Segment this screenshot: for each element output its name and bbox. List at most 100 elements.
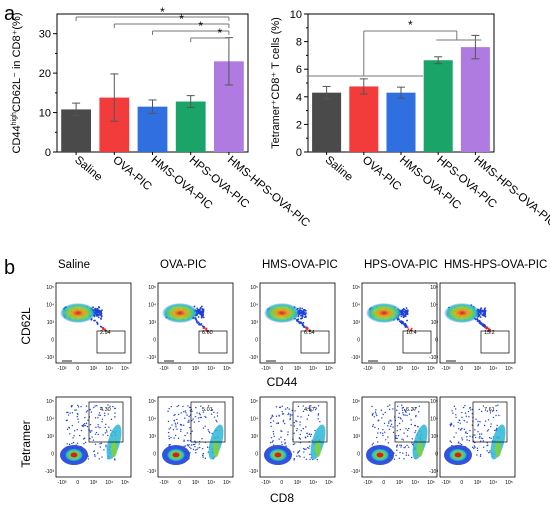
facs-dot bbox=[486, 410, 488, 412]
facs-dot bbox=[455, 432, 457, 434]
facs-y-tick: 10⁵ bbox=[352, 285, 360, 291]
facs-dot bbox=[317, 414, 320, 416]
facs-density-core bbox=[454, 452, 462, 458]
y-label-part: ⁻ in CD8⁺(%) bbox=[11, 12, 23, 77]
facs-dot bbox=[208, 432, 211, 434]
facs-x-tick: 10⁵ bbox=[121, 480, 129, 486]
facs-dot bbox=[285, 445, 287, 447]
facs-dot bbox=[96, 405, 98, 407]
facs-dot bbox=[215, 419, 217, 422]
facs-dot bbox=[200, 405, 202, 407]
facs-dot bbox=[171, 424, 173, 426]
facs-dot bbox=[66, 419, 68, 421]
facs-dot bbox=[101, 421, 103, 423]
facs-dot bbox=[459, 429, 462, 431]
facs-dot bbox=[100, 312, 103, 315]
facs-dot bbox=[309, 445, 311, 447]
facs-dot bbox=[470, 409, 472, 411]
facs-x-tick: 10⁴ bbox=[489, 480, 497, 486]
facs-dot bbox=[303, 326, 306, 328]
facs-dot bbox=[480, 453, 482, 456]
facs-dot bbox=[281, 413, 284, 415]
bar-hps-ova-pic bbox=[175, 101, 206, 152]
facs-y-tick: 0 bbox=[255, 338, 258, 344]
facs-dot bbox=[107, 434, 109, 437]
facs-dot bbox=[101, 327, 104, 330]
facs-dot bbox=[73, 435, 75, 437]
facs-dot bbox=[105, 429, 108, 431]
y-tick-label: 10 bbox=[39, 108, 51, 120]
facs-dot bbox=[469, 406, 471, 409]
facs-dot bbox=[97, 426, 99, 428]
facs-dot bbox=[93, 454, 96, 456]
gate-value: 7.61 bbox=[484, 407, 495, 413]
facs-panel: 10⁵ 10⁴ 10³ 0 -10³ -10³ 0 10³ 10⁴ 10⁵ 5.01 bbox=[147, 396, 234, 486]
bar-saline bbox=[312, 92, 342, 152]
facs-dot bbox=[188, 415, 190, 418]
facs-panel: 10⁵ 10⁴ 10³ 0 -10³ -10³ 0 10³ 10⁴ 10⁵ 6.27 bbox=[351, 396, 438, 486]
facs-dot bbox=[375, 413, 377, 415]
facs-dot bbox=[308, 447, 310, 450]
facs-dot bbox=[410, 419, 412, 421]
facs-dot bbox=[300, 317, 303, 320]
facs-dot bbox=[462, 406, 465, 409]
facs-dot bbox=[202, 456, 204, 458]
facs-dot bbox=[173, 437, 175, 439]
facs-dot bbox=[477, 431, 479, 433]
facs-dot bbox=[481, 437, 484, 440]
facs-dot bbox=[404, 326, 407, 328]
y-tick-label: 4 bbox=[296, 92, 302, 104]
facs-dot bbox=[97, 310, 99, 313]
facs-dot bbox=[401, 420, 404, 422]
bar-hms-hps-ova-pic bbox=[460, 47, 490, 153]
facs-dot bbox=[169, 427, 172, 429]
facs-dot bbox=[396, 409, 398, 411]
facs-dot bbox=[184, 445, 187, 447]
facs-cd8-core bbox=[495, 441, 501, 457]
facs-frame bbox=[439, 396, 516, 478]
facs-dot bbox=[200, 416, 202, 419]
facs-density-core bbox=[172, 452, 180, 458]
facs-dot bbox=[100, 406, 102, 409]
facs-dot bbox=[98, 306, 101, 309]
facs-dot bbox=[175, 424, 177, 426]
facs-dot bbox=[89, 408, 91, 411]
facs-dot bbox=[86, 425, 89, 428]
facs-dot bbox=[270, 417, 272, 420]
facs-dot bbox=[300, 430, 302, 432]
facs-x-tick: -10³ bbox=[364, 366, 373, 372]
facs-dot bbox=[168, 435, 170, 438]
facs-dot bbox=[76, 429, 78, 431]
facs-dot bbox=[486, 430, 489, 432]
facs-dot bbox=[195, 442, 197, 444]
facs-x-tick: 0 bbox=[76, 366, 79, 372]
facs-dot bbox=[382, 413, 384, 416]
facs-dot bbox=[459, 422, 461, 424]
facs-dot bbox=[293, 443, 296, 445]
facs-dot bbox=[290, 424, 292, 426]
facs-dot bbox=[77, 406, 80, 408]
facs-dot bbox=[453, 405, 456, 408]
facs-dot bbox=[297, 415, 299, 418]
facs-panel: 10⁵ 10⁴ 10³ 0 -10³ -10³ 0 10³ 10⁴ 10⁵ 4.30 bbox=[45, 396, 132, 486]
facs-dot bbox=[395, 435, 397, 437]
facs-dot bbox=[473, 445, 476, 447]
facs-y-tick: 10⁵ bbox=[46, 399, 54, 405]
facs-dot bbox=[487, 327, 490, 330]
facs-dot bbox=[307, 446, 309, 449]
facs-dot bbox=[471, 412, 473, 415]
facs-dot bbox=[297, 318, 300, 321]
facs-dot bbox=[474, 434, 476, 436]
facs-dot bbox=[487, 429, 490, 431]
facs-dot bbox=[270, 421, 272, 424]
y-tick-label: 2 bbox=[296, 119, 302, 131]
facs-dot bbox=[204, 425, 206, 427]
facs-dot bbox=[77, 421, 80, 423]
y-label-part: CD44 bbox=[11, 125, 23, 153]
category-label: Saline bbox=[72, 154, 104, 184]
facs-dot bbox=[89, 437, 91, 440]
facs-dot bbox=[100, 442, 103, 445]
facs-dot bbox=[105, 446, 107, 448]
facs-y-tick: -10³ bbox=[147, 355, 156, 361]
facs-dot bbox=[280, 430, 282, 432]
